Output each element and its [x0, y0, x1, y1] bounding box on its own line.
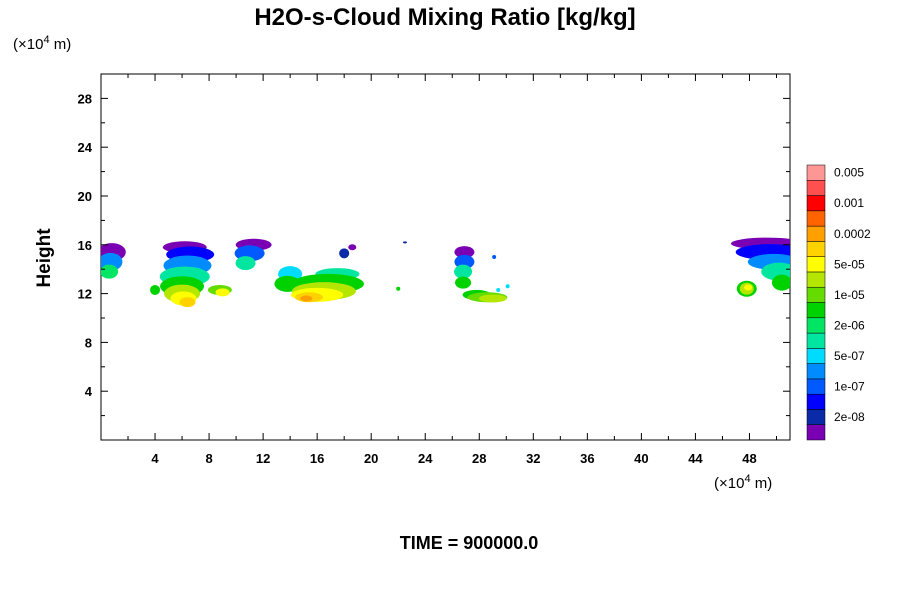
colorbar: 2e-08 1e-07 5e-07 2e-06 1e-05 5e-05 0.0002 0.00… — [806, 164, 871, 441]
colorbar-swatch — [806, 393, 826, 410]
colorbar-swatch — [806, 241, 826, 257]
x-tick-label: 12 — [256, 451, 270, 466]
cloud-cell — [339, 248, 350, 259]
colorbar-swatch — [806, 409, 826, 425]
x-tick-label: 28 — [472, 451, 486, 466]
colorbar-swatch — [806, 225, 826, 242]
x-tick-label: 16 — [310, 451, 324, 466]
y-tick-label: 8 — [85, 335, 92, 350]
colorbar-swatch — [806, 256, 826, 273]
cloud-cell — [454, 246, 475, 259]
y-tick-label: 16 — [78, 238, 92, 253]
colorbar-label: 1e-05 — [834, 288, 865, 302]
x-tick-label: 44 — [688, 451, 703, 466]
x-tick-label: 8 — [205, 451, 212, 466]
y-tick-label: 12 — [78, 287, 92, 302]
x-axis-ticks: 4 8 12 16 20 24 28 32 36 40 44 48 — [127, 74, 777, 466]
colorbar-swatch — [806, 317, 826, 334]
cloud-cell — [771, 274, 790, 291]
x-tick-label: 40 — [634, 451, 648, 466]
cloud-cell — [235, 256, 256, 271]
x-tick-label: 36 — [580, 451, 594, 466]
cloud-cell — [274, 275, 301, 292]
cloud-cell — [101, 264, 119, 279]
y-tick-label: 24 — [78, 140, 93, 155]
colorbar-swatch — [806, 271, 826, 288]
y-tick-label: 28 — [78, 91, 92, 106]
x-tick-label: 24 — [418, 451, 433, 466]
cloud-field — [101, 237, 790, 308]
x-tick-label: 20 — [364, 451, 378, 466]
y-axis-ticks: 4 8 12 16 20 24 28 — [78, 91, 790, 417]
time-label: TIME = 900000.0 — [400, 533, 539, 553]
colorbar-swatch — [806, 424, 826, 441]
colorbar-label: 5e-05 — [834, 257, 865, 271]
plot-area — [100, 73, 791, 441]
cloud-cell — [505, 284, 510, 289]
x-axis-unit: (×104 m) — [714, 473, 772, 492]
x-tick-label: 32 — [526, 451, 540, 466]
cloud-cell — [478, 294, 507, 303]
colorbar-swatch — [806, 378, 826, 395]
cloud-cell — [744, 284, 753, 291]
cloud-cell — [300, 295, 313, 302]
y-tick-label: 4 — [85, 384, 93, 399]
colorbar-label: 0.001 — [834, 196, 864, 210]
colorbar-swatch — [806, 286, 826, 303]
colorbar-swatch — [806, 332, 826, 349]
colorbar-swatch — [806, 210, 826, 227]
colorbar-swatch — [806, 164, 826, 181]
colorbar-swatch — [806, 302, 826, 319]
cloud-cell — [215, 288, 230, 297]
colorbar-swatch — [806, 348, 826, 364]
colorbar-label: 2e-08 — [834, 410, 865, 424]
colorbar-swatch — [806, 363, 826, 380]
y-axis-label: Height — [34, 228, 55, 288]
colorbar-label: 0.0002 — [834, 227, 871, 241]
x-tick-label: 48 — [742, 451, 756, 466]
colorbar-label: 2e-06 — [834, 318, 865, 332]
cloud-cell — [454, 264, 473, 279]
colorbar-label: 1e-07 — [834, 380, 865, 394]
cloud-cell — [455, 276, 472, 289]
y-tick-label: 20 — [78, 189, 92, 204]
cloud-cell — [348, 244, 357, 251]
colorbar-swatch — [806, 180, 826, 196]
colorbar-label: 0.005 — [834, 166, 864, 180]
colorbar-swatch — [806, 195, 826, 212]
cloud-cell — [402, 241, 407, 244]
colorbar-label: 5e-07 — [834, 349, 865, 363]
cloud-cell — [150, 284, 161, 295]
cloud-cell — [496, 287, 501, 292]
y-axis-unit: (×104 m) — [13, 34, 71, 53]
chart-title: H2O-s-Cloud Mixing Ratio [kg/kg] — [254, 4, 635, 31]
x-tick-label: 4 — [151, 451, 159, 466]
cloud-cell — [492, 255, 497, 259]
cloud-cell — [396, 286, 401, 291]
cloud-cell — [179, 297, 196, 308]
